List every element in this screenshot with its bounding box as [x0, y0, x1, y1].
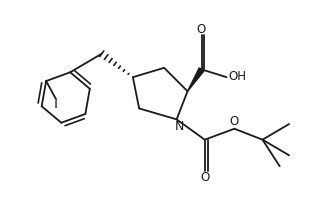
Text: I: I — [53, 97, 58, 112]
Polygon shape — [187, 68, 204, 91]
Text: O: O — [230, 115, 239, 128]
Text: O: O — [200, 171, 209, 184]
Text: O: O — [196, 23, 206, 36]
Text: N: N — [175, 120, 185, 133]
Text: OH: OH — [228, 70, 246, 83]
